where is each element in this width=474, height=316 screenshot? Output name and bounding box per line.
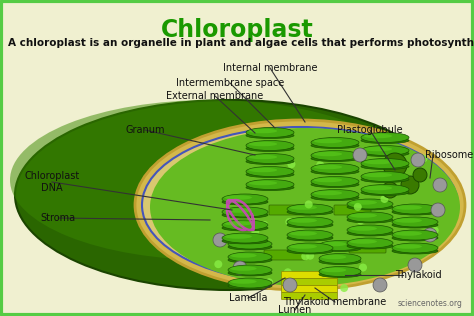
Ellipse shape xyxy=(15,100,445,290)
Ellipse shape xyxy=(222,220,268,230)
Text: sciencenotes.org: sciencenotes.org xyxy=(397,299,462,308)
FancyBboxPatch shape xyxy=(264,250,306,260)
Circle shape xyxy=(381,195,389,203)
Circle shape xyxy=(260,221,268,229)
Circle shape xyxy=(411,153,425,167)
Ellipse shape xyxy=(230,279,256,284)
Ellipse shape xyxy=(319,271,361,277)
Circle shape xyxy=(433,178,447,192)
Text: Chloroplast: Chloroplast xyxy=(161,18,313,42)
Ellipse shape xyxy=(311,163,359,173)
Ellipse shape xyxy=(246,172,294,178)
Ellipse shape xyxy=(222,225,268,231)
Text: Thylakoid: Thylakoid xyxy=(395,270,442,280)
Ellipse shape xyxy=(361,177,409,183)
Circle shape xyxy=(414,170,422,178)
Ellipse shape xyxy=(287,217,333,227)
Ellipse shape xyxy=(287,209,333,215)
Ellipse shape xyxy=(287,222,333,228)
Ellipse shape xyxy=(347,212,393,222)
Ellipse shape xyxy=(222,194,268,204)
Ellipse shape xyxy=(224,208,252,213)
FancyBboxPatch shape xyxy=(282,278,337,285)
Circle shape xyxy=(373,278,387,292)
Ellipse shape xyxy=(394,231,422,236)
Ellipse shape xyxy=(246,141,294,150)
Ellipse shape xyxy=(246,145,294,151)
Ellipse shape xyxy=(321,255,346,259)
Ellipse shape xyxy=(228,265,272,275)
Circle shape xyxy=(431,226,439,234)
Ellipse shape xyxy=(228,239,272,249)
Ellipse shape xyxy=(10,100,410,260)
Circle shape xyxy=(287,160,295,168)
Text: External membrane: External membrane xyxy=(166,91,264,101)
Ellipse shape xyxy=(287,235,333,241)
Ellipse shape xyxy=(313,152,342,156)
Ellipse shape xyxy=(287,204,333,214)
Ellipse shape xyxy=(361,137,409,143)
Circle shape xyxy=(382,182,398,198)
Text: Internal membrane: Internal membrane xyxy=(223,63,317,73)
Ellipse shape xyxy=(347,230,393,236)
Ellipse shape xyxy=(311,168,359,174)
Ellipse shape xyxy=(364,160,392,164)
Circle shape xyxy=(295,278,303,286)
Ellipse shape xyxy=(361,185,409,195)
Circle shape xyxy=(284,268,292,276)
Ellipse shape xyxy=(228,257,272,263)
Ellipse shape xyxy=(311,190,359,199)
Ellipse shape xyxy=(361,132,409,143)
Ellipse shape xyxy=(224,234,252,239)
Text: A chloroplast is an organelle in plant and algae cells that performs photosynthe: A chloroplast is an organelle in plant a… xyxy=(8,38,474,48)
Text: Ribosome: Ribosome xyxy=(425,150,473,160)
FancyBboxPatch shape xyxy=(269,205,311,215)
FancyBboxPatch shape xyxy=(282,271,337,278)
Ellipse shape xyxy=(246,154,294,163)
Ellipse shape xyxy=(248,142,277,146)
Ellipse shape xyxy=(349,226,377,231)
Ellipse shape xyxy=(319,246,361,252)
Ellipse shape xyxy=(222,233,268,243)
Ellipse shape xyxy=(347,243,393,249)
Ellipse shape xyxy=(347,238,393,248)
Ellipse shape xyxy=(319,253,361,264)
Ellipse shape xyxy=(311,155,359,161)
Ellipse shape xyxy=(224,221,252,226)
Ellipse shape xyxy=(248,181,277,185)
Ellipse shape xyxy=(364,134,392,138)
Circle shape xyxy=(419,155,428,162)
Text: Lamella: Lamella xyxy=(229,293,267,303)
Ellipse shape xyxy=(230,240,256,245)
Circle shape xyxy=(333,190,341,198)
Ellipse shape xyxy=(246,179,294,190)
Circle shape xyxy=(283,278,297,292)
Ellipse shape xyxy=(364,173,392,177)
Ellipse shape xyxy=(246,127,294,137)
Circle shape xyxy=(239,255,247,263)
Circle shape xyxy=(305,200,313,209)
Ellipse shape xyxy=(230,253,256,258)
Circle shape xyxy=(316,161,324,169)
Ellipse shape xyxy=(313,191,342,195)
Ellipse shape xyxy=(392,243,438,253)
Circle shape xyxy=(340,284,348,292)
Ellipse shape xyxy=(364,147,392,151)
Ellipse shape xyxy=(349,200,377,205)
Ellipse shape xyxy=(361,190,409,196)
Text: Thylakoid membrane: Thylakoid membrane xyxy=(283,297,387,307)
Ellipse shape xyxy=(361,159,409,168)
Ellipse shape xyxy=(347,199,393,209)
Ellipse shape xyxy=(394,244,422,249)
Ellipse shape xyxy=(287,230,333,240)
Ellipse shape xyxy=(222,212,268,218)
Ellipse shape xyxy=(150,128,460,286)
Ellipse shape xyxy=(392,235,438,241)
Ellipse shape xyxy=(228,244,272,250)
Ellipse shape xyxy=(364,186,392,190)
Text: Intermembrane space: Intermembrane space xyxy=(176,78,284,88)
Ellipse shape xyxy=(248,129,277,133)
FancyBboxPatch shape xyxy=(282,285,337,293)
FancyBboxPatch shape xyxy=(282,293,337,300)
